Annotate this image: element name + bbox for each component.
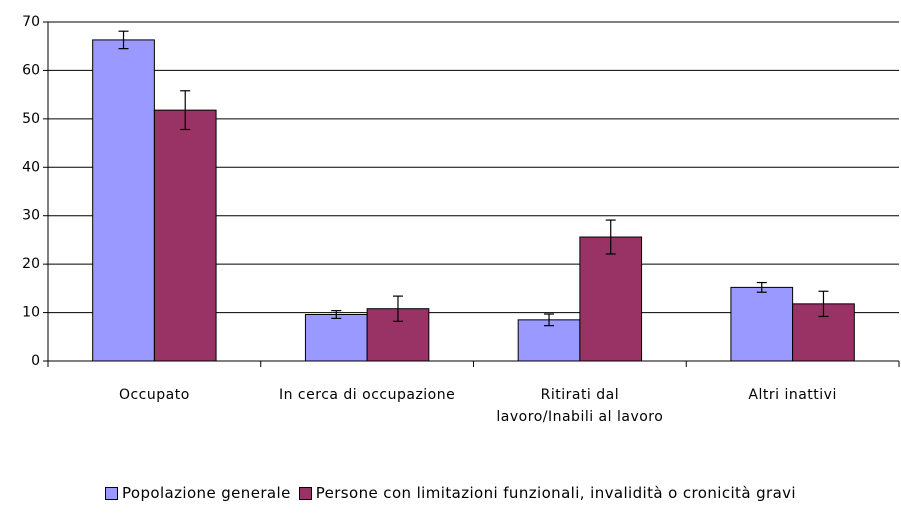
x-tick-label: In cerca di occupazione [278,387,456,403]
bar [579,236,643,362]
y-tick-label: 40 [22,159,40,175]
legend-swatch [298,486,312,500]
bar [730,286,794,362]
error-bar [392,295,403,322]
legend-item: Persone con limitazioni funzionali, inva… [298,484,797,502]
y-tick-label: 70 [22,14,40,30]
error-bar [544,313,555,327]
x-tick-label: Occupato [118,387,190,403]
error-bar [180,90,191,131]
error-bar [818,290,829,318]
legend-label: Persone con limitazioni funzionali, inva… [315,484,797,502]
y-tick-label: 50 [22,111,40,127]
y-tick-label: 30 [22,208,40,224]
error-bar [118,30,129,50]
legend-swatch [104,486,118,500]
y-tick-label: 60 [22,62,40,78]
y-tick-label: 20 [22,256,40,272]
bar [92,39,155,362]
bar [153,109,217,362]
error-bar [331,310,342,319]
error-bar [756,281,767,293]
x-tick-label: Altri inattivi [748,387,837,403]
y-tick-label: 0 [31,353,40,369]
bar [304,314,368,362]
legend: Popolazione generale Persone con limitazi… [0,484,901,504]
error-bar [605,219,616,255]
y-tick-label: 10 [22,305,40,321]
bar [517,319,581,362]
legend-label: Popolazione generale [121,484,291,502]
x-tick-label: Ritirati dal lavoro/Inabili al lavoro [496,387,664,425]
legend-item: Popolazione generale [104,484,291,502]
